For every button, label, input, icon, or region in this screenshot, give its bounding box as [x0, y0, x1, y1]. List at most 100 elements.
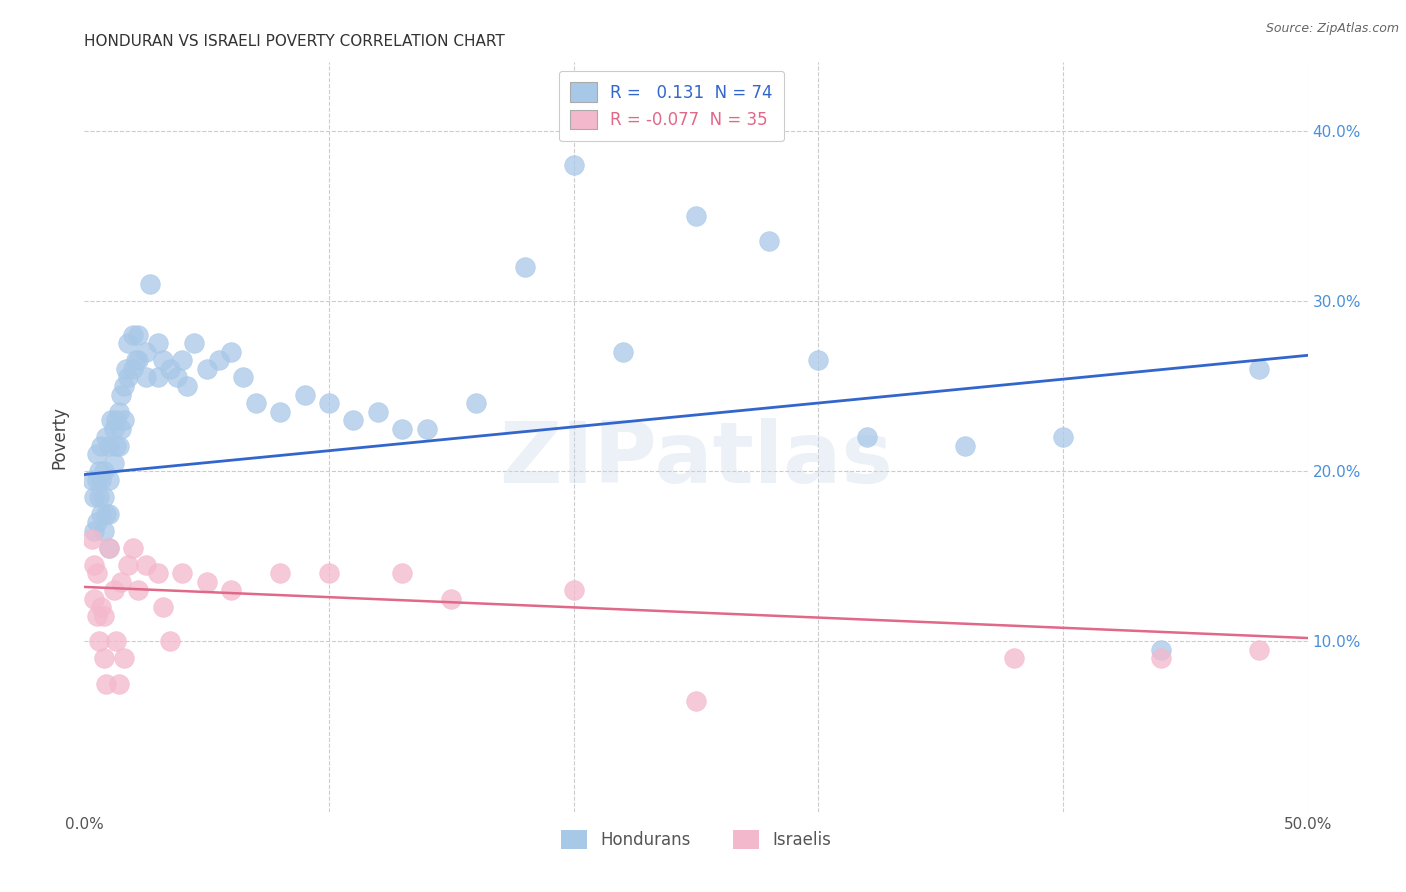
- Point: [342, 413, 364, 427]
- Point: [80, 533, 103, 547]
- Point: [269, 566, 291, 581]
- Point: [1150, 651, 1173, 665]
- Point: [159, 634, 181, 648]
- Text: HONDURAN VS ISRAELI POVERTY CORRELATION CHART: HONDURAN VS ISRAELI POVERTY CORRELATION …: [84, 34, 505, 49]
- Point: [135, 558, 157, 572]
- Point: [139, 277, 162, 291]
- Point: [87, 490, 110, 504]
- Point: [1002, 651, 1025, 665]
- Legend: Hondurans, Israelis: Hondurans, Israelis: [554, 823, 838, 855]
- Point: [245, 396, 267, 410]
- Point: [183, 336, 205, 351]
- Point: [97, 541, 120, 555]
- Point: [90, 473, 112, 487]
- Point: [152, 600, 174, 615]
- Point: [391, 566, 413, 581]
- Point: [219, 583, 242, 598]
- Point: [86, 566, 108, 581]
- Point: [86, 608, 108, 623]
- Point: [90, 507, 112, 521]
- Point: [122, 362, 145, 376]
- Point: [219, 345, 242, 359]
- Point: [176, 379, 198, 393]
- Point: [117, 558, 139, 572]
- Point: [83, 591, 105, 606]
- Point: [93, 651, 115, 665]
- Point: [1150, 643, 1173, 657]
- Point: [172, 566, 194, 581]
- Point: [146, 370, 169, 384]
- Point: [232, 370, 254, 384]
- Point: [127, 583, 149, 598]
- Point: [195, 574, 218, 589]
- Point: [135, 370, 157, 384]
- Point: [90, 439, 112, 453]
- Point: [83, 524, 105, 538]
- Point: [172, 353, 194, 368]
- Point: [562, 583, 585, 598]
- Point: [146, 336, 169, 351]
- Point: [112, 651, 135, 665]
- Point: [146, 566, 169, 581]
- Point: [122, 541, 145, 555]
- Point: [1052, 430, 1074, 444]
- Point: [83, 558, 105, 572]
- Point: [107, 404, 129, 418]
- Point: [135, 345, 157, 359]
- Point: [86, 515, 108, 529]
- Point: [110, 421, 132, 435]
- Point: [125, 353, 148, 368]
- Point: [86, 473, 108, 487]
- Point: [107, 439, 129, 453]
- Point: [1247, 643, 1270, 657]
- Point: [103, 583, 125, 598]
- Point: [103, 456, 125, 470]
- Point: [953, 439, 976, 453]
- Point: [97, 541, 120, 555]
- Point: [758, 234, 780, 248]
- Point: [166, 370, 188, 384]
- Point: [685, 694, 707, 708]
- Point: [87, 634, 110, 648]
- Point: [117, 336, 139, 351]
- Point: [208, 353, 231, 368]
- Point: [1247, 362, 1270, 376]
- Point: [103, 421, 125, 435]
- Text: Source: ZipAtlas.com: Source: ZipAtlas.com: [1265, 22, 1399, 36]
- Point: [112, 413, 135, 427]
- Point: [159, 362, 181, 376]
- Point: [269, 404, 291, 418]
- Point: [612, 345, 634, 359]
- Point: [513, 260, 536, 274]
- Point: [100, 413, 122, 427]
- Text: ZIPatlas: ZIPatlas: [499, 418, 893, 501]
- Point: [115, 362, 138, 376]
- Point: [440, 591, 463, 606]
- Point: [122, 327, 145, 342]
- Point: [367, 404, 389, 418]
- Point: [93, 524, 115, 538]
- Point: [685, 209, 707, 223]
- Point: [105, 634, 128, 648]
- Point: [97, 507, 120, 521]
- Point: [562, 158, 585, 172]
- Point: [96, 507, 118, 521]
- Point: [105, 413, 128, 427]
- Point: [195, 362, 218, 376]
- Y-axis label: Poverty: Poverty: [51, 406, 69, 468]
- Point: [83, 490, 105, 504]
- Point: [464, 396, 486, 410]
- Point: [807, 353, 830, 368]
- Point: [80, 473, 103, 487]
- Point: [96, 677, 118, 691]
- Point: [110, 574, 132, 589]
- Point: [90, 600, 112, 615]
- Point: [97, 439, 120, 453]
- Point: [416, 421, 439, 435]
- Point: [294, 387, 316, 401]
- Point: [86, 447, 108, 461]
- Point: [93, 490, 115, 504]
- Point: [391, 421, 413, 435]
- Point: [112, 379, 135, 393]
- Point: [127, 353, 149, 368]
